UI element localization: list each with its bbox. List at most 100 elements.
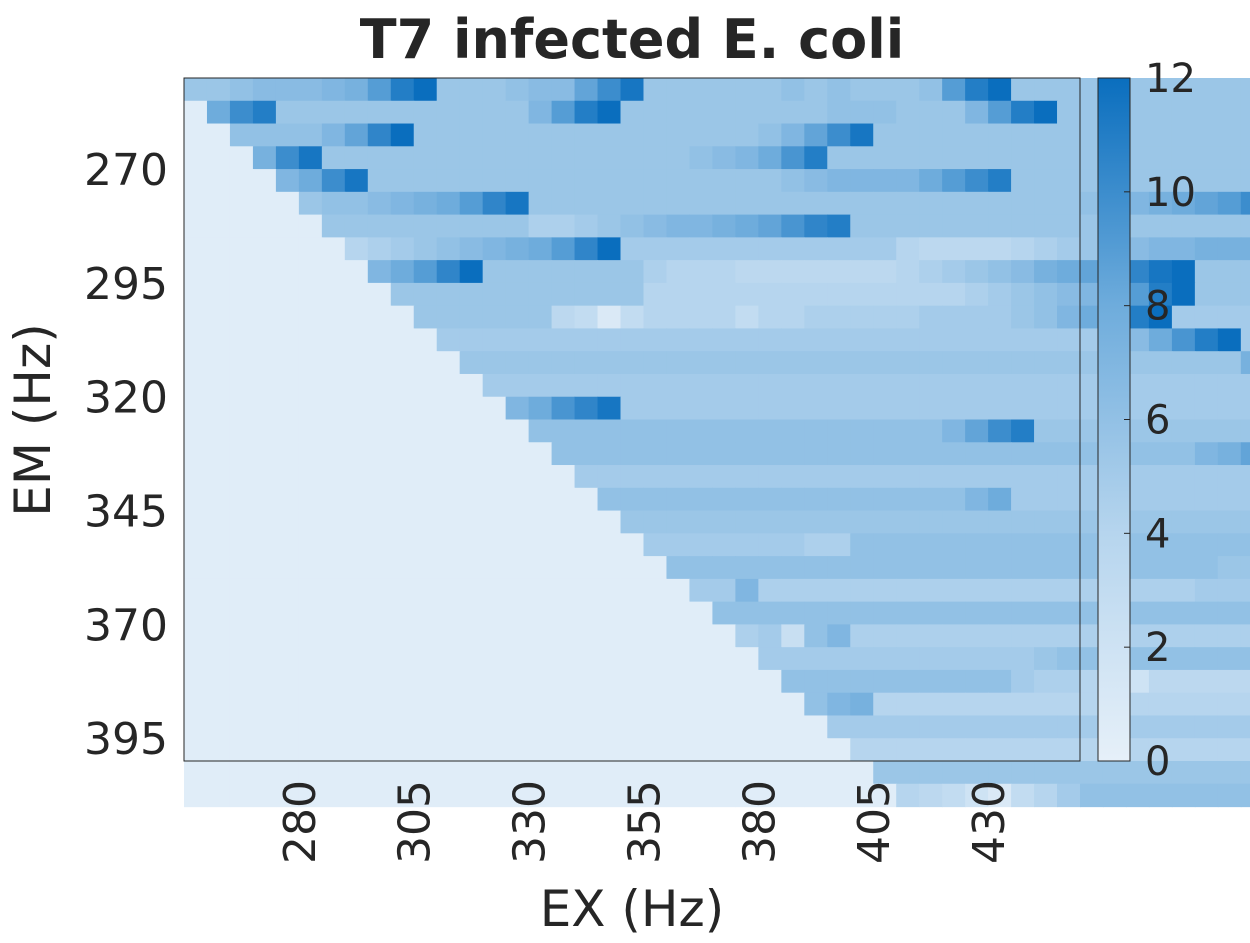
heatmap-cell bbox=[321, 214, 346, 238]
heatmap-cell bbox=[666, 533, 691, 557]
heatmap-cell bbox=[459, 260, 484, 284]
heatmap-cell bbox=[620, 78, 645, 102]
heatmap-cell bbox=[551, 601, 576, 625]
heatmap-cell bbox=[919, 510, 943, 534]
heatmap-cell bbox=[781, 465, 805, 489]
heatmap-cell bbox=[850, 738, 874, 762]
heatmap-cell bbox=[1217, 169, 1242, 193]
heatmap-cell bbox=[643, 783, 668, 808]
heatmap-cell bbox=[620, 738, 645, 762]
heatmap-cell bbox=[689, 510, 714, 534]
heatmap-cell bbox=[367, 191, 392, 216]
heatmap-cell bbox=[942, 214, 966, 238]
heatmap-cell bbox=[965, 191, 989, 216]
heatmap-cell bbox=[206, 191, 231, 216]
heatmap-cell bbox=[1194, 465, 1219, 489]
heatmap-cell bbox=[275, 647, 300, 671]
heatmap-cell bbox=[1034, 78, 1058, 102]
heatmap-cell bbox=[344, 237, 369, 261]
heatmap-cell bbox=[919, 260, 943, 284]
heatmap-cell bbox=[184, 465, 208, 489]
heatmap-cell bbox=[942, 738, 966, 762]
y-tick-label: 395 bbox=[84, 714, 168, 765]
heatmap-cell bbox=[689, 738, 714, 762]
heatmap-cell bbox=[850, 556, 874, 580]
heatmap-cell bbox=[551, 305, 576, 330]
heatmap-cell bbox=[344, 647, 369, 671]
heatmap-cell bbox=[206, 738, 231, 762]
heatmap-cell bbox=[689, 761, 714, 785]
heatmap-cell bbox=[735, 761, 759, 785]
heatmap-cell bbox=[1217, 100, 1242, 125]
heatmap-cell bbox=[850, 396, 874, 421]
heatmap-cell bbox=[206, 761, 231, 785]
heatmap-cell bbox=[367, 510, 392, 534]
heatmap-cell bbox=[1057, 510, 1081, 534]
heatmap-cell bbox=[689, 465, 714, 489]
heatmap-cell bbox=[850, 624, 874, 648]
heatmap-cell bbox=[988, 328, 1012, 352]
heatmap-cell bbox=[574, 601, 599, 625]
heatmap-cell bbox=[712, 123, 736, 147]
heatmap-cell bbox=[850, 100, 874, 125]
heatmap-cell bbox=[620, 214, 645, 238]
heatmap-cell bbox=[1148, 669, 1173, 694]
heatmap-cell bbox=[689, 419, 714, 443]
heatmap-cell bbox=[873, 556, 897, 580]
heatmap-cell bbox=[942, 533, 966, 557]
heatmap-cell bbox=[1034, 442, 1058, 466]
heatmap-cell bbox=[758, 396, 782, 421]
y-tick-label: 295 bbox=[84, 259, 168, 310]
heatmap-cell bbox=[298, 351, 323, 375]
heatmap-cell bbox=[436, 123, 461, 147]
heatmap-cell bbox=[896, 647, 920, 671]
heatmap-cell bbox=[1217, 647, 1242, 671]
heatmap-cell bbox=[1194, 715, 1219, 739]
heatmap-cell bbox=[206, 123, 231, 147]
heatmap-cell bbox=[206, 624, 231, 648]
heatmap-cell bbox=[574, 328, 599, 352]
heatmap-cell bbox=[735, 396, 759, 421]
heatmap-cell bbox=[229, 260, 254, 284]
heatmap-cell bbox=[275, 487, 300, 512]
heatmap-cell bbox=[459, 601, 484, 625]
heatmap-cell bbox=[1125, 373, 1150, 398]
heatmap-cell bbox=[505, 624, 530, 648]
heatmap-cell bbox=[1194, 533, 1219, 557]
heatmap-cell bbox=[298, 78, 323, 102]
heatmap-cell bbox=[390, 260, 415, 284]
heatmap-cell bbox=[712, 305, 736, 330]
heatmap-cell bbox=[321, 282, 346, 307]
heatmap-cell bbox=[321, 191, 346, 216]
heatmap-cell bbox=[1011, 282, 1035, 307]
heatmap-cell bbox=[758, 465, 782, 489]
heatmap-cell bbox=[735, 100, 759, 125]
heatmap-cell bbox=[1057, 419, 1081, 443]
heatmap-cell bbox=[390, 396, 415, 421]
heatmap-cell bbox=[574, 237, 599, 261]
heatmap-cell bbox=[965, 715, 989, 739]
heatmap-cell bbox=[1011, 692, 1035, 717]
heatmap-cell bbox=[1148, 260, 1173, 284]
heatmap-cell bbox=[367, 647, 392, 671]
heatmap-cell bbox=[1148, 100, 1173, 125]
heatmap-cell bbox=[551, 169, 576, 193]
heatmap-cell bbox=[919, 624, 943, 648]
heatmap-cell bbox=[574, 351, 599, 375]
heatmap-cell bbox=[712, 419, 736, 443]
heatmap-cell bbox=[528, 647, 553, 671]
heatmap-cell bbox=[344, 78, 369, 102]
heatmap-cell bbox=[1240, 328, 1250, 352]
heatmap-cells bbox=[184, 78, 1250, 808]
heatmap-cell bbox=[735, 282, 759, 307]
heatmap-cell bbox=[919, 351, 943, 375]
heatmap-cell bbox=[1194, 396, 1219, 421]
heatmap-cell bbox=[758, 601, 782, 625]
heatmap-cell bbox=[184, 487, 208, 512]
heatmap-cell bbox=[344, 396, 369, 421]
heatmap-cell bbox=[988, 556, 1012, 580]
heatmap-cell bbox=[689, 783, 714, 808]
heatmap-cell bbox=[229, 669, 254, 694]
heatmap-cell bbox=[551, 351, 576, 375]
heatmap-cell bbox=[229, 715, 254, 739]
